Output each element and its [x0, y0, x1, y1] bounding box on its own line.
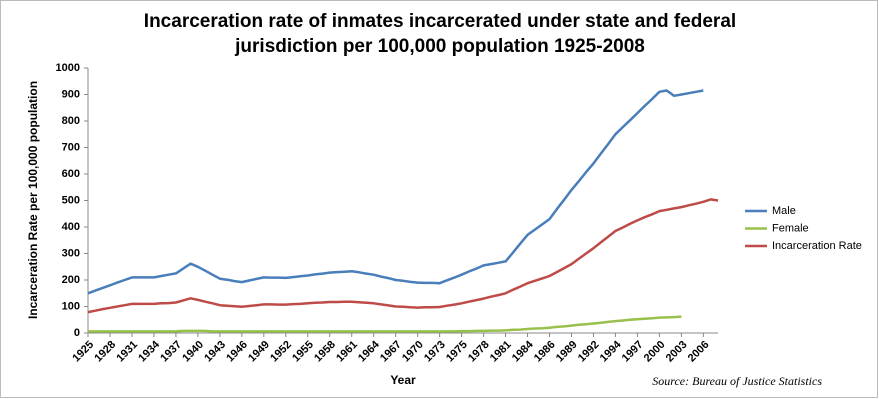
y-tick-label: 100: [62, 300, 80, 312]
y-tick-label: 900: [62, 88, 80, 100]
y-tick-label: 700: [62, 141, 80, 153]
series-line: [87, 198, 719, 314]
y-tick-label: 0: [74, 327, 80, 339]
chart-title: Incarceration rate of inmates incarcerat…: [144, 11, 736, 57]
y-tick-label: 200: [62, 274, 80, 286]
y-tick-label: 800: [62, 115, 80, 127]
y-axis-title: Incarceration Rate per 100,000 populatio…: [26, 81, 40, 319]
x-axis-title: Year: [390, 373, 416, 387]
y-tick-label: 600: [62, 168, 80, 180]
y-tick-label: 500: [62, 194, 80, 206]
legend-label: Incarceration Rate: [772, 240, 862, 252]
y-tick-label: 1000: [56, 62, 80, 74]
series-line: [88, 315, 682, 333]
legend-label: Male: [772, 205, 796, 217]
series-line: [87, 89, 704, 295]
source-note: Source: Bureau of Justice Statistics: [652, 374, 822, 388]
y-tick-label: 400: [62, 221, 80, 233]
legend-label: Female: [772, 222, 809, 234]
y-tick-label: 300: [62, 247, 80, 259]
